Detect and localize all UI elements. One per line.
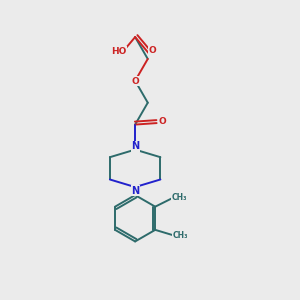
Text: O: O xyxy=(158,117,166,126)
Text: CH₃: CH₃ xyxy=(171,193,187,202)
Text: CH₃: CH₃ xyxy=(173,231,188,240)
Text: N: N xyxy=(131,186,139,196)
Text: HO: HO xyxy=(111,46,126,56)
Text: O: O xyxy=(132,77,140,86)
Text: N: N xyxy=(131,141,139,151)
Text: O: O xyxy=(148,46,156,55)
